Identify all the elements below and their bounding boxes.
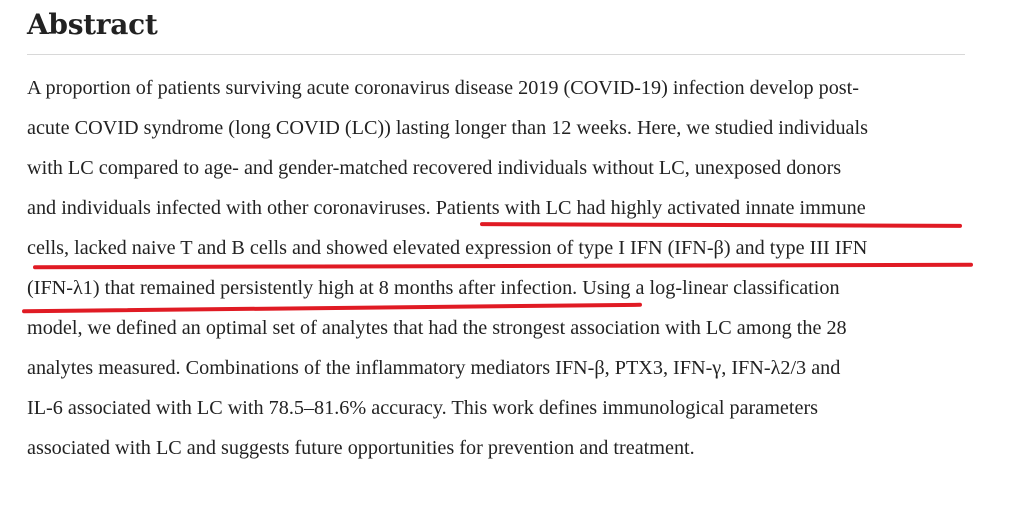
abstract-line: A proportion of patients surviving acute…	[27, 76, 859, 100]
abstract-line: with LC compared to age- and gender-matc…	[27, 156, 841, 180]
highlighted-text: (IFN-λ1) that remained persistently high…	[27, 277, 578, 299]
text-segment: and individuals infected with other coro…	[27, 197, 436, 219]
text-segment: IL-6 associated with LC with 78.5–81.6% …	[27, 397, 819, 419]
text-segment: Using a log-linear classification	[577, 277, 840, 299]
section-heading: Abstract	[27, 8, 158, 41]
text-segment: acute COVID syndrome (long COVID (LC)) l…	[27, 117, 868, 139]
text-segment: with LC compared to age- and gender-matc…	[27, 157, 842, 179]
heading-divider	[27, 54, 965, 55]
abstract-line: associated with LC and suggests future o…	[27, 436, 695, 460]
abstract-line: cells, lacked naive T and B cells and sh…	[27, 236, 867, 260]
text-segment: analytes measured. Combinations of the i…	[27, 357, 841, 379]
highlighted-text: Patients with LC had highly activated in…	[435, 197, 866, 219]
abstract-line: IL-6 associated with LC with 78.5–81.6% …	[27, 396, 818, 420]
abstract-line: and individuals infected with other coro…	[27, 196, 866, 220]
abstract-line: acute COVID syndrome (long COVID (LC)) l…	[27, 116, 868, 140]
abstract-line: analytes measured. Combinations of the i…	[27, 356, 840, 380]
text-segment: model, we defined an optimal set of anal…	[27, 317, 847, 339]
highlight-underline	[21, 302, 643, 314]
text-segment: associated with LC and suggests future o…	[27, 437, 695, 459]
highlighted-text: cells, lacked naive T and B cells and sh…	[27, 237, 868, 259]
highlight-underline	[479, 222, 963, 228]
text-segment: A proportion of patients surviving acute…	[27, 77, 859, 99]
abstract-line: model, we defined an optimal set of anal…	[27, 316, 847, 340]
abstract-line: (IFN-λ1) that remained persistently high…	[27, 276, 840, 300]
highlight-underline	[32, 262, 974, 270]
